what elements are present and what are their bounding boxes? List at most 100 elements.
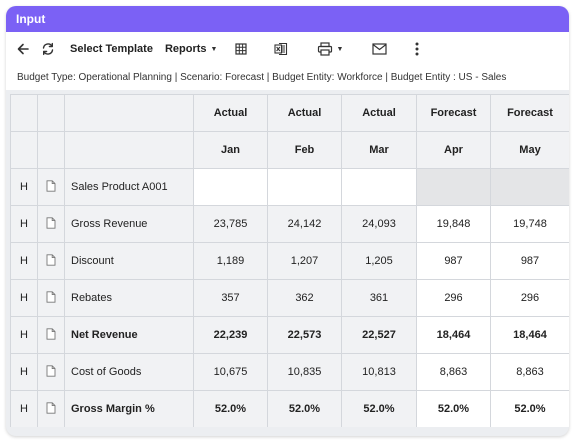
row-h-marker[interactable]: H [10, 390, 38, 427]
value-cell [193, 168, 268, 206]
row-h-marker[interactable]: H [10, 316, 38, 354]
row-document-icon[interactable] [37, 168, 65, 206]
excel-icon[interactable] [271, 35, 291, 63]
header-spacer [64, 94, 194, 132]
row-document-icon[interactable] [37, 316, 65, 354]
value-cell: 24,142 [267, 205, 342, 243]
header-spacer [10, 131, 38, 169]
value-cell: 10,813 [341, 353, 417, 391]
document-icon [46, 364, 56, 380]
value-cell[interactable]: 18,464 [416, 316, 491, 354]
value-cell: 357 [193, 279, 268, 317]
header-row-type: Actual Actual Actual Forecast Forecast [10, 94, 569, 132]
header-spacer [64, 131, 194, 169]
value-cell: 52.0% [267, 390, 342, 427]
header-spacer [37, 131, 65, 169]
value-cell[interactable]: 8,863 [490, 353, 569, 391]
value-cell: 22,239 [193, 316, 268, 354]
document-icon [46, 290, 56, 306]
row-h-marker[interactable]: H [10, 205, 38, 243]
input-window: Input Select Template Reports ▼ ▼ Budge [6, 6, 569, 436]
value-cell: 1,207 [267, 242, 342, 280]
row-label: Net Revenue [64, 316, 194, 354]
reports-label: Reports [164, 43, 207, 55]
printer-caret-icon: ▼ [336, 45, 344, 53]
column-type-header: Forecast [416, 94, 491, 132]
column-month-header: Jan [193, 131, 268, 169]
row-label: Gross Revenue [64, 205, 194, 243]
value-cell[interactable]: 296 [416, 279, 491, 317]
row-document-icon[interactable] [37, 242, 65, 280]
reports-dropdown[interactable]: Reports ▼ [165, 43, 218, 55]
header-spacer [10, 94, 38, 132]
select-template-button[interactable]: Select Template [70, 43, 153, 55]
row-document-icon[interactable] [37, 353, 65, 391]
value-cell[interactable]: 52.0% [416, 390, 491, 427]
value-cell: 10,675 [193, 353, 268, 391]
column-type-header: Actual [267, 94, 342, 132]
value-cell: 22,573 [267, 316, 342, 354]
column-type-header: Forecast [490, 94, 569, 132]
row-h-marker[interactable]: H [10, 242, 38, 280]
back-arrow-icon[interactable] [12, 35, 34, 63]
budget-grid: Actual Actual Actual Forecast Forecast Jan Feb… [10, 94, 569, 427]
table-row: H Net Revenue 22,239 22,573 22,527 18,464 18,4… [10, 316, 569, 354]
printer-icon[interactable]: ▼ [317, 35, 343, 63]
value-cell [490, 168, 569, 206]
caret-down-icon: ▼ [210, 45, 218, 53]
window-title: Input [6, 6, 569, 32]
row-h-marker[interactable]: H [10, 168, 38, 206]
value-cell[interactable]: 18,464 [490, 316, 569, 354]
column-month-header: Mar [341, 131, 417, 169]
row-label: Sales Product A001 [64, 168, 194, 206]
row-document-icon[interactable] [37, 390, 65, 427]
row-label: Cost of Goods [64, 353, 194, 391]
column-month-header: May [490, 131, 569, 169]
value-cell [341, 168, 417, 206]
row-h-marker[interactable]: H [10, 353, 38, 391]
row-document-icon[interactable] [37, 279, 65, 317]
value-cell: 1,189 [193, 242, 268, 280]
value-cell[interactable]: 987 [416, 242, 491, 280]
value-cell: 22,527 [341, 316, 417, 354]
value-cell[interactable]: 8,863 [416, 353, 491, 391]
budget-table: Actual Actual Actual Forecast Forecast Jan Feb… [10, 94, 569, 427]
value-cell: 10,835 [267, 353, 342, 391]
value-cell[interactable]: 296 [490, 279, 569, 317]
grid-icon[interactable] [231, 35, 251, 63]
value-cell: 1,205 [341, 242, 417, 280]
value-cell: 52.0% [193, 390, 268, 427]
table-row: H Gross Margin % 52.0% 52.0% 52.0% 52.0% 52.0% [10, 390, 569, 427]
column-type-header: Actual [341, 94, 417, 132]
row-label: Discount [64, 242, 194, 280]
header-row-month: Jan Feb Mar Apr May [10, 131, 569, 169]
value-cell[interactable]: 987 [490, 242, 569, 280]
table-row: H Discount 1,189 1,207 1,205 987 987 [10, 242, 569, 280]
value-cell: 23,785 [193, 205, 268, 243]
value-cell: 24,093 [341, 205, 417, 243]
mail-icon[interactable] [369, 35, 389, 63]
row-label: Gross Margin % [64, 390, 194, 427]
document-icon [46, 327, 56, 343]
column-month-header: Apr [416, 131, 491, 169]
row-document-icon[interactable] [37, 205, 65, 243]
row-label: Rebates [64, 279, 194, 317]
value-cell[interactable]: 19,848 [416, 205, 491, 243]
value-cell[interactable]: 19,748 [490, 205, 569, 243]
table-row: H Gross Revenue 23,785 24,142 24,093 19,848 19… [10, 205, 569, 243]
column-type-header: Actual [193, 94, 268, 132]
toolbar: Select Template Reports ▼ ▼ [6, 32, 569, 66]
table-row: H Sales Product A001 [10, 168, 569, 206]
document-icon [46, 216, 56, 232]
value-cell: 52.0% [341, 390, 417, 427]
value-cell[interactable]: 52.0% [490, 390, 569, 427]
column-month-header: Feb [267, 131, 342, 169]
refresh-icon[interactable] [36, 35, 60, 63]
more-vertical-icon[interactable] [409, 35, 425, 63]
value-cell [267, 168, 342, 206]
row-h-marker[interactable]: H [10, 279, 38, 317]
document-icon [46, 253, 56, 269]
value-cell [416, 168, 491, 206]
budget-context-info: Budget Type: Operational Planning | Scen… [6, 66, 569, 90]
table-row: H Cost of Goods 10,675 10,835 10,813 8,863 8,8… [10, 353, 569, 391]
